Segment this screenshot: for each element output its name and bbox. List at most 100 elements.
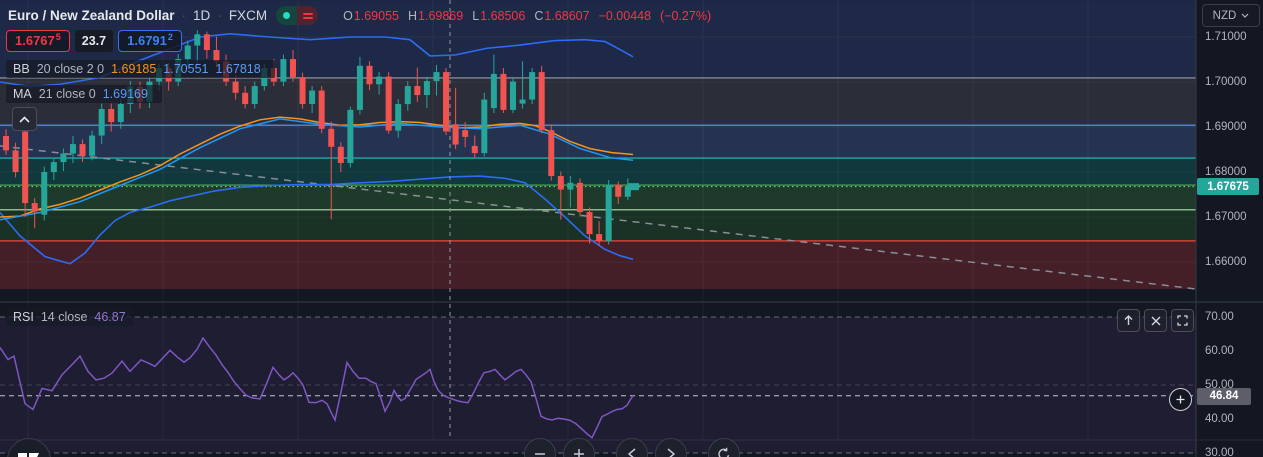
candle: [471, 145, 478, 154]
maximize-pane-button[interactable]: [1171, 309, 1194, 332]
buy-button[interactable]: 1.6791 2: [118, 30, 182, 52]
axis-tick-label: 40.00: [1205, 413, 1234, 425]
candle: [414, 86, 421, 96]
low-value: 1.68506: [480, 8, 526, 23]
candle: [605, 184, 612, 242]
candle: [299, 77, 306, 105]
collapse-legend-button[interactable]: [12, 107, 37, 131]
candle: [12, 150, 19, 172]
candle: [376, 76, 383, 85]
chevron-left-icon: [628, 448, 636, 457]
candle: [395, 104, 402, 131]
rsi-crosshair-badge: 46.84: [1197, 387, 1251, 405]
candle: [117, 104, 124, 123]
plus-icon: [1176, 395, 1185, 404]
price-zone: [0, 185, 1196, 210]
candle: [404, 86, 411, 105]
candle: [567, 182, 574, 190]
currency-axis-button[interactable]: NZD: [1202, 4, 1260, 27]
candle: [213, 50, 220, 62]
candle: [22, 131, 29, 204]
legend-rsi[interactable]: RSI 14 close 46.87: [6, 308, 133, 326]
candle: [443, 72, 450, 132]
indicator-value: 1.69169: [102, 87, 148, 101]
chevron-up-icon: [19, 115, 30, 123]
move-pane-up-button[interactable]: [1117, 309, 1140, 332]
candle: [529, 72, 536, 100]
candle: [366, 65, 373, 85]
rsi-line[interactable]: [0, 336, 634, 439]
candle: [203, 34, 210, 51]
minus-icon: [535, 453, 545, 455]
candle: [232, 81, 239, 93]
candle: [289, 59, 296, 78]
bb-lower-band[interactable]: [0, 175, 634, 265]
trendline[interactable]: [0, 145, 1197, 290]
candle: [251, 86, 258, 105]
candle: [242, 92, 249, 105]
candle: [309, 90, 316, 105]
close-icon: [1151, 316, 1160, 325]
candle: [423, 81, 430, 96]
candle: [50, 162, 57, 172]
close-pane-button[interactable]: [1144, 309, 1167, 332]
axis-tick-label: 1.69000: [1205, 121, 1247, 133]
zoom-out-button[interactable]: [524, 438, 556, 457]
timeframe-label[interactable]: 1D: [193, 8, 211, 23]
exchange-label[interactable]: FXCM: [228, 8, 268, 23]
candle: [519, 99, 526, 104]
candle: [433, 72, 440, 82]
plus-icon: [574, 449, 584, 457]
market-bars-icon: [297, 6, 319, 25]
last-price-marker: [628, 183, 639, 191]
symbol-header: Euro / New Zealand Dollar · 1D · FXCM O1…: [8, 6, 711, 25]
legend-bollinger-bands[interactable]: BB 20 close 2 0 1.69185 1.70551 1.67818: [6, 60, 275, 78]
ma21-line[interactable]: [0, 118, 634, 221]
arrow-up-icon: [1124, 315, 1133, 325]
axis-tick-label: 1.67000: [1205, 211, 1247, 223]
indicator-value: 1.70551: [163, 62, 209, 76]
candle: [548, 130, 555, 177]
reset-chart-button[interactable]: [708, 438, 740, 457]
candle: [615, 184, 622, 197]
spread-value: 23.7: [74, 30, 114, 52]
separator-dot: ·: [181, 8, 187, 23]
candle: [596, 234, 603, 242]
add-alert-plus-icon[interactable]: [1169, 388, 1192, 411]
candle: [557, 176, 564, 190]
candle: [280, 59, 287, 82]
symbol-title[interactable]: Euro / New Zealand Dollar: [8, 8, 175, 23]
rsi-band-fill: [0, 317, 1196, 453]
price-zone: [0, 125, 1196, 159]
zoom-in-button[interactable]: [563, 438, 595, 457]
axis-tick-label: 1.68000: [1205, 166, 1247, 178]
change-percent: (−0.27%): [660, 8, 712, 23]
axis-tick-label: 70.00: [1205, 311, 1234, 323]
scroll-left-button[interactable]: [616, 438, 648, 457]
reset-arrow-icon: [718, 447, 730, 457]
candle: [576, 182, 583, 213]
candle: [89, 135, 96, 156]
indicator-value: 1.67818: [215, 62, 261, 76]
chevron-right-icon: [667, 448, 675, 457]
current-price-badge[interactable]: 1.67675: [1197, 178, 1259, 196]
candle: [624, 186, 631, 197]
candle: [586, 212, 593, 235]
candle: [337, 146, 344, 163]
price-zone: [0, 158, 1196, 186]
candle: [69, 144, 76, 154]
candle: [509, 81, 516, 110]
scroll-right-button[interactable]: [655, 438, 687, 457]
legend-moving-average[interactable]: MA 21 close 0 1.69169: [6, 85, 162, 103]
indicator-value: 1.69185: [111, 62, 157, 76]
candle: [60, 153, 67, 163]
separator-dot: ·: [217, 8, 222, 23]
candle: [194, 34, 201, 46]
sell-button[interactable]: 1.6767 5: [6, 30, 70, 52]
open-value: 1.69055: [353, 8, 399, 23]
rsi-current-value: 46.87: [94, 310, 126, 324]
candle: [462, 130, 469, 137]
market-status-icon[interactable]: [276, 6, 319, 25]
